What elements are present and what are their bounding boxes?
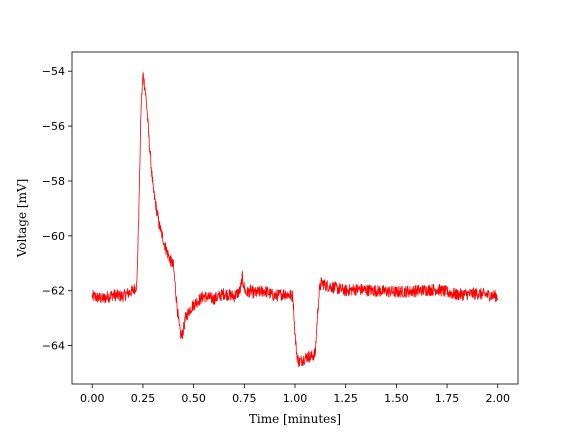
x-axis-label: Time [minutes] xyxy=(249,412,341,426)
y-axis-ticks: −64 −62 −60 −58 −56 −54 xyxy=(42,65,72,353)
x-tick-label: 2.00 xyxy=(485,392,510,405)
y-axis-label: Voltage [mV] xyxy=(15,179,29,259)
x-tick-label: 0.75 xyxy=(232,392,257,405)
x-tick-label: 0.25 xyxy=(131,392,156,405)
y-tick-label: −54 xyxy=(42,65,65,78)
x-tick-label: 1.50 xyxy=(384,392,409,405)
y-tick-label: −56 xyxy=(42,120,65,133)
x-tick-label: 1.00 xyxy=(283,392,308,405)
y-tick-label: −60 xyxy=(42,230,65,243)
y-tick-label: −64 xyxy=(42,340,65,353)
voltage-trace-line xyxy=(91,72,499,368)
x-tick-label: 0.50 xyxy=(181,392,206,405)
x-tick-label: 1.25 xyxy=(333,392,358,405)
x-tick-label: 1.75 xyxy=(435,392,460,405)
y-tick-label: −62 xyxy=(42,285,65,298)
y-tick-label: −58 xyxy=(42,175,65,188)
x-axis-ticks: 0.00 0.25 0.50 0.75 1.00 1.25 1.50 1.75 2.00 xyxy=(80,384,510,405)
x-tick-label: 0.00 xyxy=(80,392,105,405)
series-layer xyxy=(91,72,499,368)
